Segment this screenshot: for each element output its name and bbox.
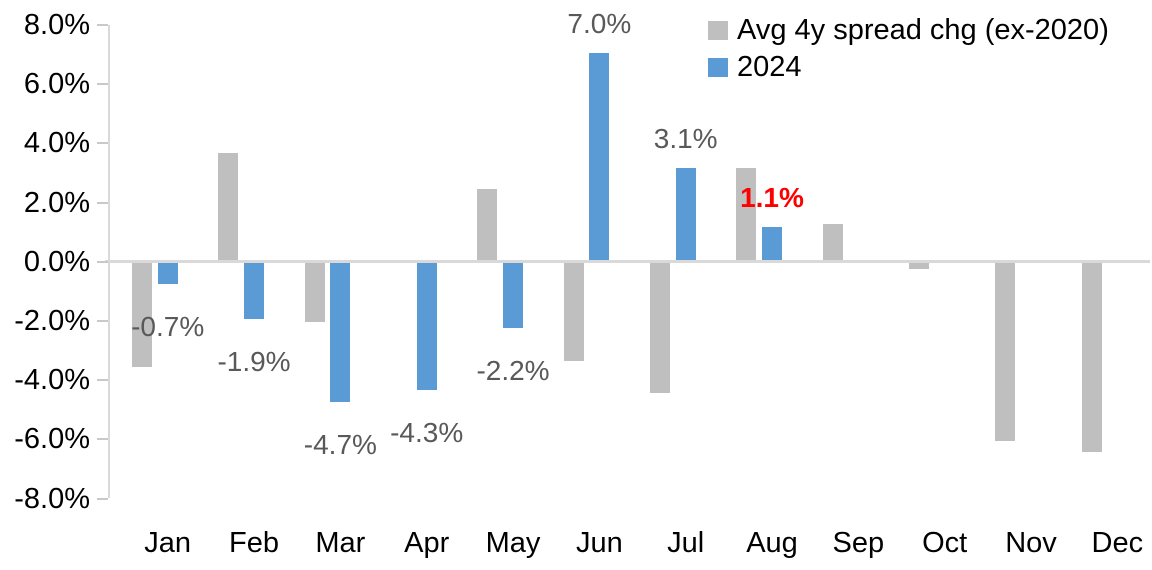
- bar-2024-apr: [416, 263, 437, 391]
- bar-2024-feb: [244, 263, 265, 320]
- bar-avg-oct: [908, 263, 929, 269]
- y-tick-label: -6.0%: [14, 423, 90, 456]
- data-label-apr: -4.3%: [390, 417, 464, 449]
- bar-avg-aug: [736, 168, 757, 260]
- data-label-aug: 1.1%: [740, 182, 804, 214]
- bar-2024-mar: [330, 263, 351, 403]
- month-label-jun: Jun: [575, 527, 623, 559]
- data-label-jun: 7.0%: [567, 7, 632, 39]
- y-tick-mark: [97, 142, 108, 145]
- y-tick-label: 6.0%: [23, 68, 90, 101]
- data-label-mar: -4.7%: [303, 429, 377, 461]
- month-label-apr: Apr: [404, 527, 450, 559]
- bar-2024-aug: [762, 227, 782, 260]
- bar-avg-jan: [132, 263, 152, 367]
- y-tick-label: 4.0%: [23, 127, 90, 160]
- bar-avg-dec: [1081, 263, 1102, 453]
- legend-label: 2024: [737, 51, 802, 83]
- bar-avg-nov: [995, 263, 1016, 441]
- month-label-nov: Nov: [1005, 527, 1057, 559]
- month-label-sep: Sep: [832, 527, 885, 559]
- legend-entry-avg-4y-spread: Avg 4y spread chg (ex-2020): [708, 12, 1109, 49]
- y-tick-mark: [97, 260, 108, 263]
- month-label-aug: Aug: [746, 527, 798, 559]
- bar-avg-sep: [822, 224, 843, 260]
- y-tick-label: -8.0%: [14, 482, 90, 515]
- bar-avg-jul: [649, 263, 670, 394]
- y-tick-mark: [97, 201, 108, 204]
- bar-2024-jul: [675, 168, 696, 260]
- bar-avg-feb: [218, 153, 239, 260]
- y-tick-label: -2.0%: [14, 305, 90, 337]
- zero-baseline: [105, 260, 1150, 263]
- bar-avg-jun: [563, 263, 584, 361]
- y-tick-mark: [97, 320, 108, 322]
- y-tick-mark: [97, 83, 108, 86]
- data-label-feb: -1.9%: [217, 346, 291, 378]
- month-label-mar: Mar: [315, 527, 366, 559]
- month-label-oct: Oct: [922, 527, 968, 559]
- data-label-jul: 3.1%: [653, 123, 718, 155]
- month-label-dec: Dec: [1091, 527, 1144, 559]
- month-label-jul: Jul: [667, 527, 705, 559]
- y-tick-label: 8.0%: [23, 9, 90, 41]
- month-label-feb: Feb: [229, 527, 279, 559]
- legend-swatch-icon: [708, 58, 728, 77]
- month-label-may: May: [485, 527, 541, 559]
- legend-swatch-icon: [708, 21, 728, 40]
- y-tick-label: -4.0%: [14, 364, 90, 397]
- y-tick-label: 0.0%: [23, 245, 90, 278]
- data-label-may: -2.2%: [476, 355, 550, 387]
- y-tick-mark: [97, 438, 108, 441]
- month-label-jan: Jan: [144, 527, 192, 559]
- y-tick-mark: [97, 24, 108, 26]
- bar-2024-jun: [589, 52, 610, 260]
- y-tick-mark: [97, 379, 108, 382]
- bar-2024-jan: [157, 263, 178, 284]
- data-label-jan: -0.7%: [131, 310, 205, 342]
- bar-avg-mar: [304, 263, 325, 323]
- bar-avg-may: [477, 188, 498, 260]
- y-tick-mark: [97, 497, 108, 500]
- legend-entry-2024: 2024: [708, 49, 1109, 86]
- legend: Avg 4y spread chg (ex-2020) 2024: [708, 12, 1109, 86]
- legend-label: Avg 4y spread chg (ex-2020): [737, 14, 1109, 46]
- y-tick-label: 2.0%: [23, 186, 90, 219]
- bar-2024-may: [503, 263, 524, 329]
